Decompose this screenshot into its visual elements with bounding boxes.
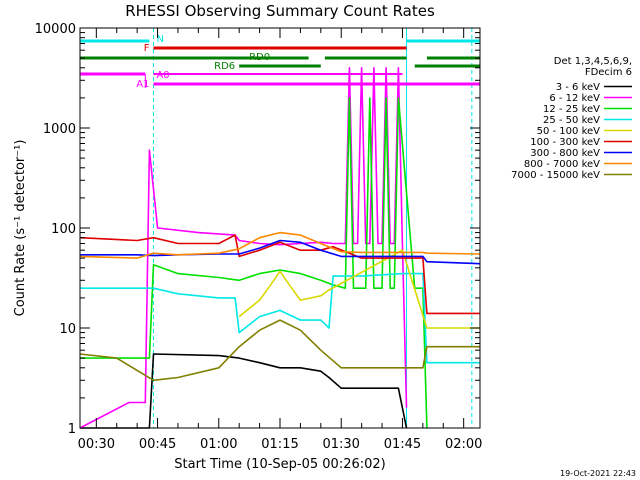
x-tick-label: 02:00 bbox=[445, 437, 482, 452]
legend-label: 25 - 50 keV bbox=[543, 115, 600, 126]
x-tick-label: 01:30 bbox=[322, 437, 359, 452]
y-tick-label: 10000 bbox=[35, 22, 76, 37]
legend-label: 3 - 6 keV bbox=[556, 82, 600, 93]
flag-label-f: F bbox=[144, 43, 150, 54]
legend-label: 6 - 12 keV bbox=[549, 93, 600, 104]
x-tick-label: 01:00 bbox=[200, 437, 237, 452]
series-line-7000-15000-kev bbox=[79, 319, 480, 382]
flag-label-rd6: RD6 bbox=[214, 61, 235, 72]
series-line-12-25-kev bbox=[80, 97, 428, 429]
flag-label-n: N bbox=[156, 34, 163, 45]
legend-label: 7000 - 15000 keV bbox=[511, 170, 600, 181]
x-tick-label: 00:45 bbox=[139, 437, 176, 452]
y-tick-label: 1 bbox=[68, 422, 76, 437]
series-line-300-800-kev bbox=[80, 239, 481, 265]
timestamp: 19-Oct-2021 22:43 bbox=[560, 469, 636, 478]
x-axis: 00:30 00:45 01:00 01:15 01:30 01:45 02:00 bbox=[78, 28, 482, 452]
chart-title: RHESSI Observing Summary Count Rates bbox=[125, 2, 435, 20]
x-tick-label: 01:45 bbox=[384, 437, 421, 452]
legend-label: 12 - 25 keV bbox=[543, 104, 600, 115]
legend-label: 800 - 7000 keV bbox=[524, 159, 600, 170]
series-layer bbox=[79, 67, 481, 429]
y-axis: 1 10 100 1000 10000 bbox=[35, 22, 480, 437]
legend-label: 300 - 800 keV bbox=[530, 148, 600, 159]
y-tick-label: 100 bbox=[51, 222, 76, 237]
y-tick-label: 1000 bbox=[43, 122, 76, 137]
y-axis-label: Count Rate (s⁻¹ detector⁻¹) bbox=[13, 140, 28, 317]
legend-header: FDecim 6 bbox=[585, 67, 632, 78]
flag-label-a0: A0 bbox=[156, 70, 169, 81]
series-line-100-300-kev bbox=[79, 234, 480, 315]
series-line-800-7000-kev bbox=[79, 231, 481, 259]
legend-label: 50 - 100 keV bbox=[537, 126, 601, 137]
legend-label: 100 - 300 keV bbox=[530, 137, 600, 148]
series-line-25-50-kev bbox=[80, 272, 480, 364]
x-axis-label: Start Time (10-Sep-05 00:26:02) bbox=[174, 457, 385, 472]
flag-label-a1: A1 bbox=[136, 79, 149, 90]
series-line-50-100-kev bbox=[238, 249, 480, 329]
x-tick-label: 01:15 bbox=[261, 437, 298, 452]
legend-header: Det 1,3,4,5,6,9, bbox=[554, 56, 632, 67]
flag-label-rd0: RD0 bbox=[249, 52, 270, 63]
series-line-6-12-kev bbox=[79, 67, 408, 429]
series-line-3-6-kev bbox=[80, 353, 408, 429]
y-tick-label: 10 bbox=[59, 322, 76, 337]
x-tick-label: 00:30 bbox=[78, 437, 115, 452]
